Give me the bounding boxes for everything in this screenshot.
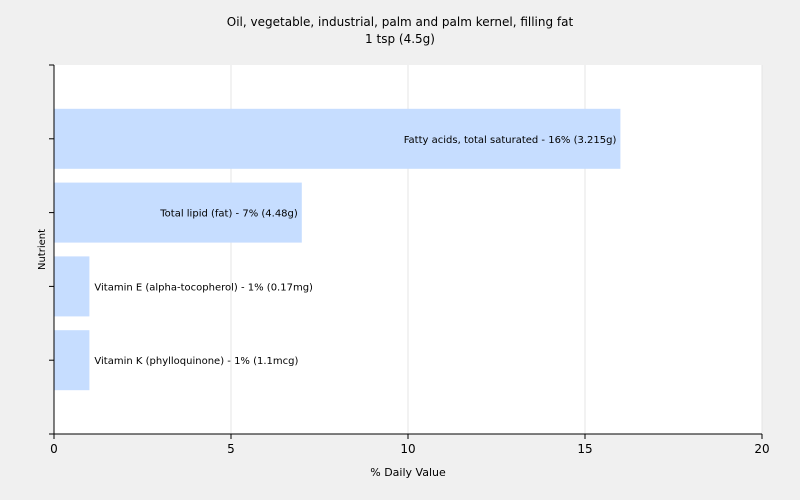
bar-label: Fatty acids, total saturated - 16% (3.21… <box>404 135 617 146</box>
x-tick-label: 15 <box>577 442 592 456</box>
x-tick-label: 5 <box>227 442 235 456</box>
x-tick-label: 0 <box>50 442 58 456</box>
bar <box>54 256 90 317</box>
bar-label: Total lipid (fat) - 7% (4.48g) <box>159 209 298 220</box>
bar-label: Vitamin K (phylloquinone) - 1% (1.1mcg) <box>94 356 298 367</box>
y-axis-label: Nutrient <box>37 229 48 270</box>
bar <box>54 182 302 243</box>
x-axis-label: % Daily Value <box>370 466 446 479</box>
bar <box>54 330 90 391</box>
bar <box>54 108 621 169</box>
bar-label: Vitamin E (alpha-tocopherol) - 1% (0.17m… <box>94 282 313 293</box>
x-tick-label: 10 <box>400 442 415 456</box>
chart-subtitle: 1 tsp (4.5g) <box>365 32 435 46</box>
x-tick-label: 20 <box>754 442 769 456</box>
chart-title: Oil, vegetable, industrial, palm and pal… <box>226 15 574 29</box>
